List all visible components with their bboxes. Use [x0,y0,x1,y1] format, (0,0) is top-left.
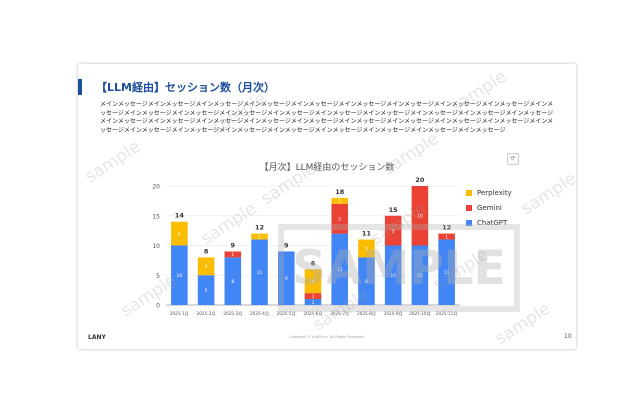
legend-item: ChatGPT [466,215,512,230]
data-label: 10 [390,273,396,279]
legend-item: Gemini [466,200,512,215]
bar-segment-chatgpt [197,275,215,305]
total-label: 14 [175,212,185,220]
data-label: 8 [365,279,368,285]
bar-segment-gemini [411,186,429,246]
chart-menu-icon[interactable]: ⟳ [507,153,519,165]
bar-segment-perplexity [251,233,268,240]
data-label: 1 [312,300,315,306]
x-tick-label: 2025-9月 [384,311,403,317]
chart-title: 【月次】LLM経由のセッション数 [259,163,395,173]
legend-label: Gemini [477,203,502,212]
title-accent-bar [78,79,82,95]
data-label: 1 [445,234,448,240]
bar-segment-gemini [224,251,242,258]
total-label: 12 [442,224,451,232]
x-tick-label: 2025-10月 [409,311,431,317]
y-tick-label: 15 [152,213,160,220]
bar-segment-gemini [304,293,322,300]
footer-logo: LANY [88,334,106,341]
data-label: 4 [312,279,315,285]
total-label: 18 [335,188,345,196]
bar-segment-chatgpt [251,239,268,305]
x-tick-label: 2025-5月 [277,311,296,317]
x-tick-label: 2025-4月 [250,311,269,317]
bar-segment-chatgpt [171,245,188,305]
data-label: 10 [417,273,423,279]
total-label: 12 [255,224,264,232]
x-tick-label: 2025-7月 [330,311,349,317]
bar-segment-chatgpt [384,245,402,305]
data-label: 1 [258,234,261,240]
y-tick-label: 20 [152,184,160,191]
bar-segment-chatgpt [331,233,349,305]
data-label: 1 [231,252,234,258]
data-label: 5 [392,228,395,234]
x-tick-label: 2025-6月 [303,311,322,317]
main-message: メインメッセージメインメッセージメインメッセージメインメッセージメインメッセージ… [100,101,554,134]
data-label: 5 [205,288,208,294]
bar-segment-chatgpt [438,239,455,305]
legend-swatch [466,219,472,226]
total-label: 8 [204,247,209,255]
data-label: 3 [365,246,368,252]
x-tick-label: 2025-8月 [357,311,376,317]
bar-segment-gemini [438,233,455,240]
bar-segment-chatgpt [277,251,295,305]
data-label: 10 [176,273,182,279]
bar-segment-chatgpt [411,245,429,305]
data-label: 1 [338,199,341,205]
bar-segment-perplexity [171,221,188,246]
total-label: 11 [362,230,372,238]
bar-chart: 05101520104142025-1月5382025-2月8192025-3月… [152,176,460,317]
x-tick-label: 2025-2月 [197,311,216,317]
legend-item: Perplexity [466,185,512,200]
total-label: 15 [389,206,399,214]
data-label: 11 [257,270,263,276]
bar-segment-perplexity [358,239,375,258]
x-tick-label: 2025-3月 [223,311,242,317]
legend-swatch [466,189,472,196]
bar-segment-gemini [384,215,402,246]
data-label: 3 [205,264,208,270]
slide-title: 【LLM経由】セッション数（月次） [96,81,275,94]
data-label: 9 [285,276,288,282]
legend-label: Perplexity [477,188,512,197]
x-tick-label: 2025-1月 [170,311,189,317]
data-label: 12 [337,267,343,273]
bar-segment-gemini [331,203,349,234]
y-tick-label: 5 [156,273,160,280]
legend-label: ChatGPT [477,218,508,227]
total-label: 9 [231,241,236,249]
data-label: 4 [178,231,181,237]
slide: 【LLM経由】セッション数（月次） メインメッセージメインメッセージメインメッセ… [78,64,576,349]
data-label: 11 [444,270,450,276]
page-number: 10 [564,333,572,340]
bar-segment-chatgpt [224,257,242,305]
total-label: 9 [284,241,289,249]
bar-segment-chatgpt [304,299,322,305]
y-tick-label: 0 [156,303,160,310]
total-label: 6 [311,259,316,267]
bar-segment-perplexity [197,257,215,276]
data-label: 8 [231,279,234,285]
data-label: 10 [417,214,423,220]
chart-legend: Perplexity Gemini ChatGPT [466,185,512,230]
bar-segment-perplexity [304,269,322,294]
bar-segment-perplexity [331,197,349,204]
bar-segment-chatgpt [358,257,375,305]
y-tick-label: 10 [152,243,160,250]
data-label: 5 [338,217,341,223]
legend-swatch [466,204,472,211]
data-label: 1 [312,294,315,300]
footer-copyright: Copyright © LANY Inc. All Rights Reserve… [289,335,365,339]
total-label: 20 [415,176,425,184]
x-tick-label: 2025-11月 [436,311,458,317]
